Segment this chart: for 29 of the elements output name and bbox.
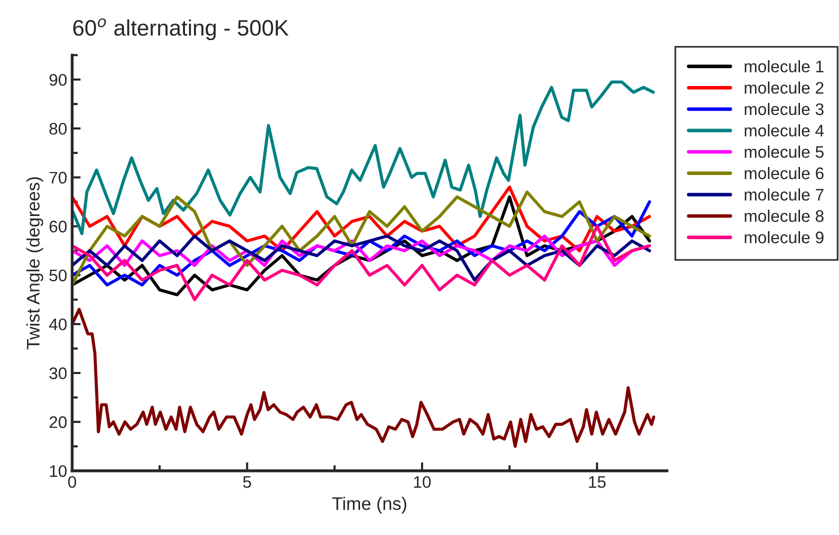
x-tick-label: 10 bbox=[414, 476, 431, 488]
legend-label: molecule 3 bbox=[744, 102, 824, 116]
y-axis-title: Twist Angle (degrees) bbox=[26, 177, 44, 350]
line-series bbox=[72, 308, 656, 448]
x-tick-label: 15 bbox=[589, 476, 606, 488]
legend-label: molecule 6 bbox=[744, 166, 824, 180]
x-tick-label: 5 bbox=[243, 476, 252, 488]
line-series bbox=[72, 234, 652, 282]
line-series bbox=[72, 80, 655, 236]
legend-label: molecule 7 bbox=[744, 188, 824, 201]
legend-label: molecule 4 bbox=[744, 124, 824, 136]
legend-label: molecule 9 bbox=[744, 231, 824, 244]
chart-title: 60$^{o}$ alternating - 500K bbox=[73, 18, 289, 40]
y-tick-label: 30 bbox=[49, 367, 67, 380]
line-series bbox=[72, 224, 652, 302]
legend-label: molecule 2 bbox=[744, 82, 824, 94]
legend-label: molecule 5 bbox=[744, 146, 824, 158]
y-tick-label: 80 bbox=[49, 122, 67, 135]
y-tick-label: 40 bbox=[49, 318, 67, 330]
y-tick-label: 50 bbox=[49, 270, 67, 282]
legend-label: molecule 1 bbox=[744, 60, 824, 72]
x-tick-label: 0 bbox=[68, 476, 76, 488]
y-tick-label: 90 bbox=[50, 74, 67, 86]
y-tick-label: 60 bbox=[50, 220, 67, 232]
y-tick-label: 20 bbox=[50, 416, 67, 428]
y-tick-label: 70 bbox=[50, 172, 67, 184]
x-axis-title: Time (ns) bbox=[332, 496, 406, 514]
y-tick-label: 10 bbox=[50, 465, 67, 478]
legend-label: molecule 8 bbox=[744, 210, 824, 222]
